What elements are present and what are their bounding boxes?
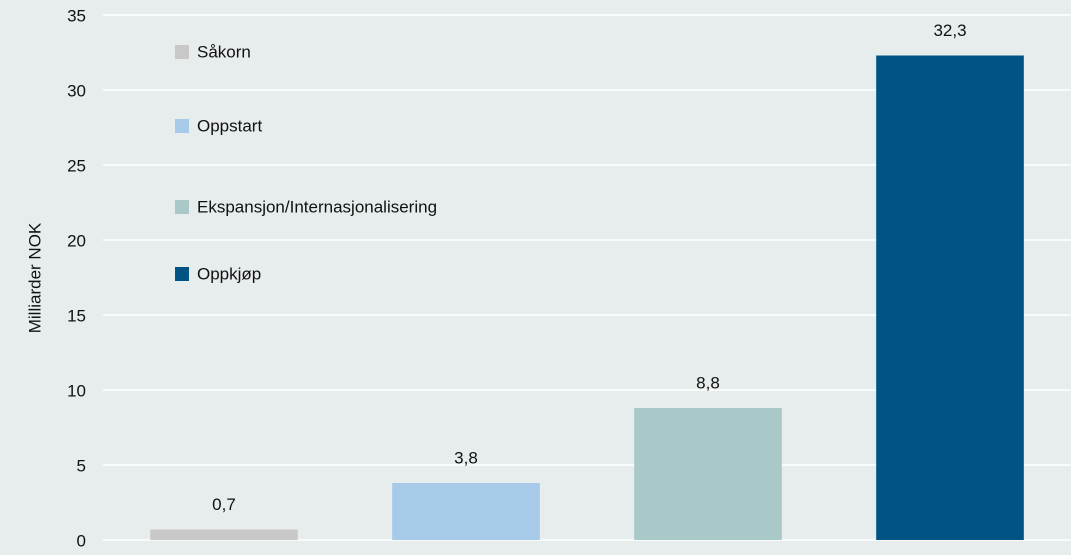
- y-tick-label: 20: [67, 231, 86, 250]
- data-label: 32,3: [933, 21, 966, 40]
- bar: [876, 55, 1024, 540]
- bar: [634, 408, 782, 540]
- y-tick-label: 5: [77, 456, 86, 475]
- legend-swatch: [175, 200, 189, 214]
- legend-label: Ekspansjon/Internasjonalisering: [197, 197, 437, 216]
- y-tick-label: 25: [67, 156, 86, 175]
- data-label: 3,8: [454, 448, 478, 467]
- bar: [392, 483, 540, 540]
- y-tick-label: 35: [67, 6, 86, 25]
- bar: [150, 529, 298, 540]
- legend-swatch: [175, 45, 189, 59]
- y-tick-label: 15: [67, 306, 86, 325]
- legend-swatch: [175, 267, 189, 281]
- y-tick-label: 30: [67, 81, 86, 100]
- legend-label: Såkorn: [197, 42, 251, 61]
- legend-swatch: [175, 119, 189, 133]
- legend-label: Oppstart: [197, 116, 262, 135]
- data-label: 8,8: [696, 373, 720, 392]
- y-axis-label: Milliarder NOK: [25, 222, 44, 333]
- legend-label: Oppkjøp: [197, 264, 261, 283]
- y-tick-label: 10: [67, 381, 86, 400]
- data-label: 0,7: [212, 495, 236, 514]
- y-tick-label: 0: [77, 531, 86, 550]
